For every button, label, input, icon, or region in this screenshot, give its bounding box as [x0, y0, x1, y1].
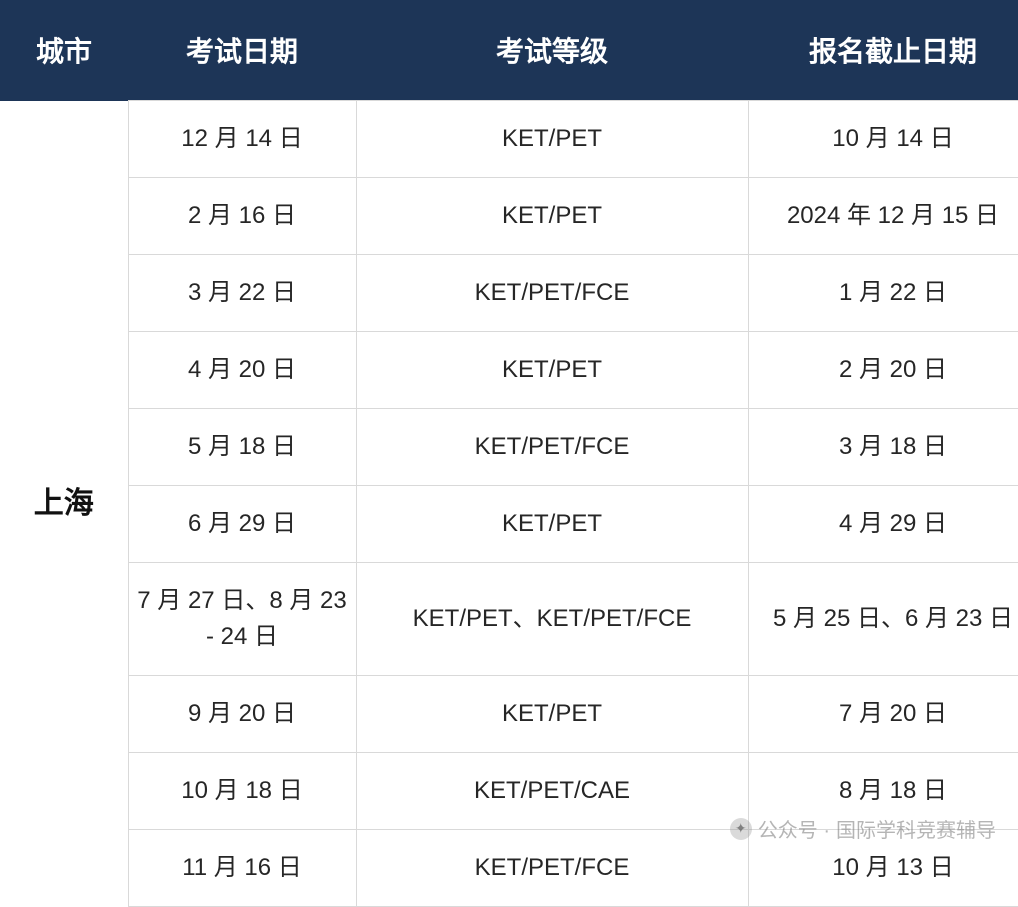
cell-deadline: 5 月 25 日、6 月 23 日	[748, 563, 1018, 676]
cell-deadline: 8 月 18 日	[748, 753, 1018, 830]
exam-schedule-table-container: 城市 考试日期 考试等级 报名截止日期 上海 12 月 14 日 KET/PET…	[0, 0, 1018, 907]
cell-exam-date: 2 月 16 日	[128, 178, 356, 255]
exam-schedule-table: 城市 考试日期 考试等级 报名截止日期 上海 12 月 14 日 KET/PET…	[0, 0, 1018, 907]
table-row: 5 月 18 日 KET/PET/FCE 3 月 18 日	[0, 409, 1018, 486]
cell-exam-level: KET/PET/CAE	[356, 753, 748, 830]
table-row: 9 月 20 日 KET/PET 7 月 20 日	[0, 676, 1018, 753]
cell-exam-level: KET/PET/FCE	[356, 830, 748, 907]
cell-exam-date: 10 月 18 日	[128, 753, 356, 830]
cell-exam-date: 12 月 14 日	[128, 101, 356, 178]
table-row: 10 月 18 日 KET/PET/CAE 8 月 18 日	[0, 753, 1018, 830]
cell-deadline: 3 月 18 日	[748, 409, 1018, 486]
table-row: 7 月 27 日、8 月 23 - 24 日 KET/PET、KET/PET/F…	[0, 563, 1018, 676]
cell-deadline: 10 月 13 日	[748, 830, 1018, 907]
cell-exam-level: KET/PET/FCE	[356, 255, 748, 332]
cell-exam-level: KET/PET	[356, 676, 748, 753]
col-header-city: 城市	[0, 0, 128, 101]
cell-exam-level: KET/PET、KET/PET/FCE	[356, 563, 748, 676]
table-row: 3 月 22 日 KET/PET/FCE 1 月 22 日	[0, 255, 1018, 332]
cell-exam-date: 6 月 29 日	[128, 486, 356, 563]
cell-deadline: 1 月 22 日	[748, 255, 1018, 332]
cell-exam-level: KET/PET/FCE	[356, 409, 748, 486]
table-row: 2 月 16 日 KET/PET 2024 年 12 月 15 日	[0, 178, 1018, 255]
cell-deadline: 2 月 20 日	[748, 332, 1018, 409]
table-row: 6 月 29 日 KET/PET 4 月 29 日	[0, 486, 1018, 563]
cell-exam-date: 7 月 27 日、8 月 23 - 24 日	[128, 563, 356, 676]
cell-exam-date: 5 月 18 日	[128, 409, 356, 486]
cell-exam-level: KET/PET	[356, 178, 748, 255]
table-body: 上海 12 月 14 日 KET/PET 10 月 14 日 2 月 16 日 …	[0, 101, 1018, 907]
cell-deadline: 2024 年 12 月 15 日	[748, 178, 1018, 255]
col-header-deadline: 报名截止日期	[748, 0, 1018, 101]
table-row: 上海 12 月 14 日 KET/PET 10 月 14 日	[0, 101, 1018, 178]
cell-exam-level: KET/PET	[356, 486, 748, 563]
table-header-row: 城市 考试日期 考试等级 报名截止日期	[0, 0, 1018, 101]
cell-exam-level: KET/PET	[356, 332, 748, 409]
cell-exam-level: KET/PET	[356, 101, 748, 178]
cell-deadline: 4 月 29 日	[748, 486, 1018, 563]
table-row: 4 月 20 日 KET/PET 2 月 20 日	[0, 332, 1018, 409]
cell-exam-date: 3 月 22 日	[128, 255, 356, 332]
cell-deadline: 10 月 14 日	[748, 101, 1018, 178]
cell-deadline: 7 月 20 日	[748, 676, 1018, 753]
col-header-exam-date: 考试日期	[128, 0, 356, 101]
cell-exam-date: 4 月 20 日	[128, 332, 356, 409]
col-header-exam-level: 考试等级	[356, 0, 748, 101]
city-cell: 上海	[0, 101, 128, 907]
cell-exam-date: 11 月 16 日	[128, 830, 356, 907]
cell-exam-date: 9 月 20 日	[128, 676, 356, 753]
table-row: 11 月 16 日 KET/PET/FCE 10 月 13 日	[0, 830, 1018, 907]
